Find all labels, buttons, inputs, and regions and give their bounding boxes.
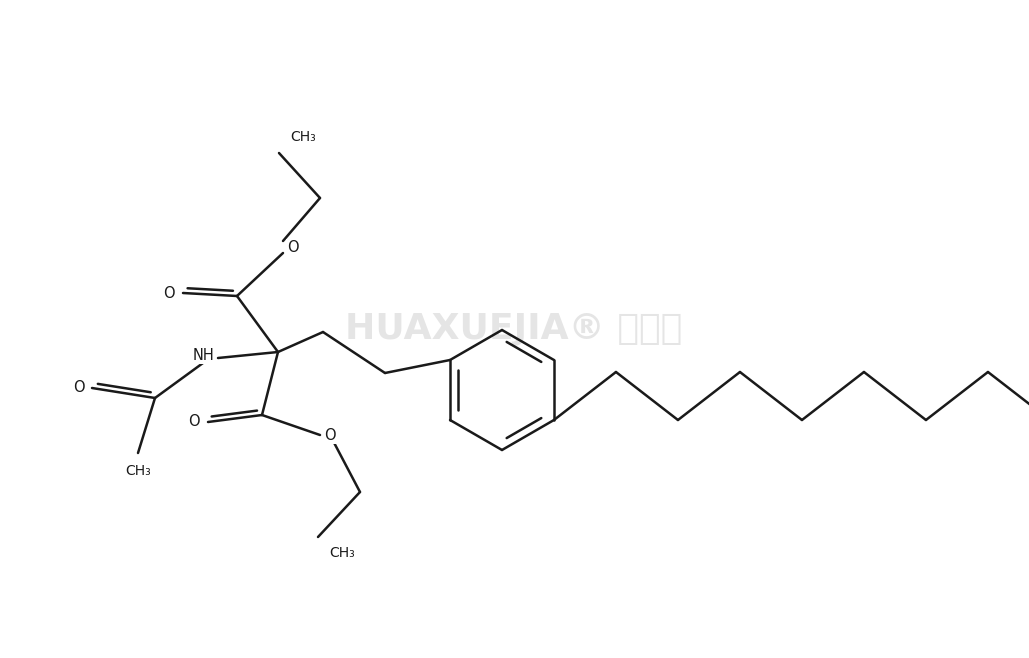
Text: NH: NH (192, 347, 214, 363)
Text: O: O (287, 241, 298, 255)
Text: O: O (324, 428, 335, 442)
Text: O: O (188, 415, 200, 430)
Text: CH₃: CH₃ (329, 546, 355, 560)
Text: HUAXUEJIA® 化学加: HUAXUEJIA® 化学加 (346, 312, 682, 346)
Text: CH₃: CH₃ (126, 464, 151, 478)
Text: CH₃: CH₃ (290, 130, 316, 144)
Text: O: O (164, 286, 175, 301)
Text: O: O (73, 380, 84, 395)
